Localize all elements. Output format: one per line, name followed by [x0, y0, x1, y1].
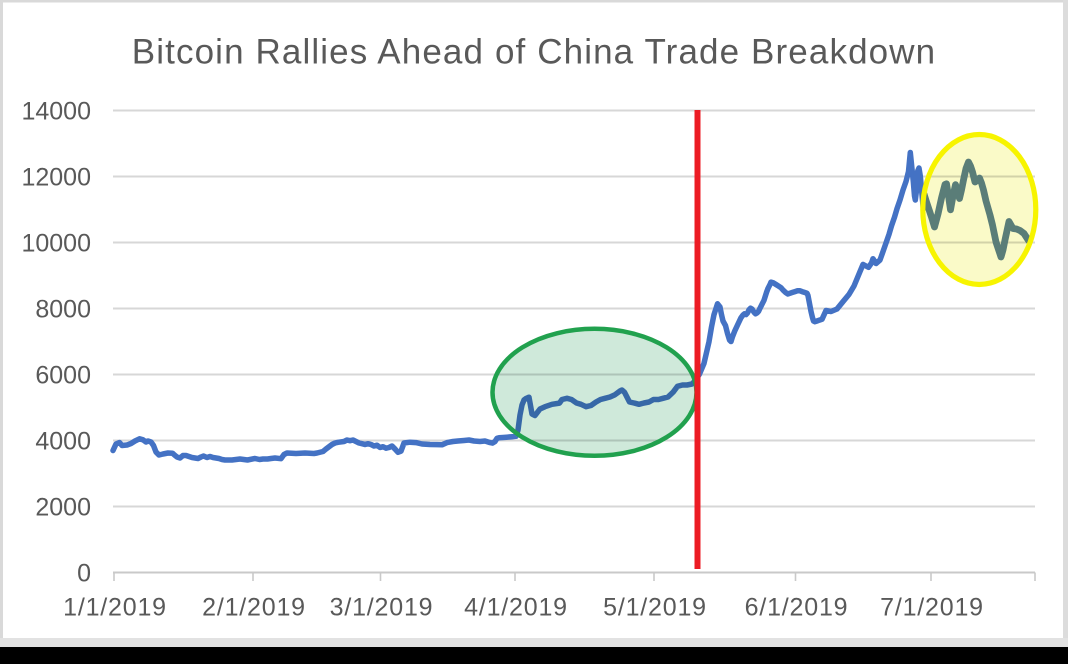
svg-text:12000: 12000: [21, 164, 91, 192]
svg-text:2000: 2000: [35, 494, 91, 522]
svg-text:0: 0: [77, 560, 91, 588]
svg-text:10000: 10000: [21, 230, 91, 258]
svg-text:6000: 6000: [35, 362, 91, 390]
svg-text:14000: 14000: [21, 98, 91, 126]
svg-text:7/1/2019: 7/1/2019: [880, 594, 984, 622]
svg-text:6/1/2019: 6/1/2019: [745, 594, 849, 622]
svg-text:4000: 4000: [35, 428, 91, 456]
svg-text:5/1/2019: 5/1/2019: [603, 594, 707, 622]
svg-text:3/1/2019: 3/1/2019: [330, 594, 434, 622]
svg-text:1/1/2019: 1/1/2019: [63, 594, 167, 622]
svg-text:4/1/2019: 4/1/2019: [464, 594, 568, 622]
svg-text:8000: 8000: [35, 296, 91, 324]
svg-text:2/1/2019: 2/1/2019: [202, 594, 306, 622]
svg-text:Bitcoin Rallies Ahead of China: Bitcoin Rallies Ahead of China Trade Bre…: [132, 33, 936, 72]
